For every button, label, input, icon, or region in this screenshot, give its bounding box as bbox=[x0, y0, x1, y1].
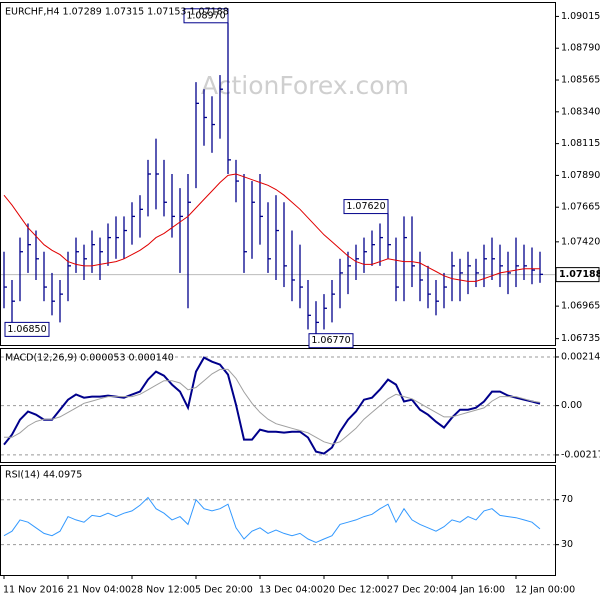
moving-average bbox=[3, 173, 540, 282]
x-tick-label: 11 Nov 2016 bbox=[3, 585, 64, 596]
pane-title: EURCHF,H4 1.07289 1.07315 1.07153 1.0718… bbox=[5, 7, 229, 18]
y-tick-label: 30 bbox=[561, 539, 573, 550]
annotation-box bbox=[343, 199, 389, 215]
series-line bbox=[3, 496, 541, 543]
y-tick-label: 1.06735 bbox=[561, 333, 600, 344]
y-tick-label: -0.002178 bbox=[561, 449, 600, 460]
x-tick-label: 21 Nov 04:00 bbox=[67, 585, 131, 596]
x-tick-label: 5 Dec 20:00 bbox=[195, 585, 253, 596]
x-tick-label: 13 Dec 04:00 bbox=[259, 585, 323, 596]
y-tick-label: 70 bbox=[561, 494, 573, 505]
last-price-label: 1.07188 bbox=[559, 269, 600, 280]
y-tick-label: 1.08790 bbox=[561, 43, 600, 54]
annotation-label: 1.08970 bbox=[186, 10, 225, 21]
series-line bbox=[4, 368, 541, 445]
annotation-box bbox=[183, 8, 229, 24]
x-tick-label: 20 Dec 12:00 bbox=[323, 585, 387, 596]
x-tick-label: 12 Jan 00:00 bbox=[515, 585, 575, 596]
pane-title: RSI(14) 44.0975 bbox=[5, 470, 82, 481]
y-tick-label: 1.07890 bbox=[561, 170, 600, 181]
annotation-box bbox=[4, 321, 50, 337]
annotation-label: 1.07620 bbox=[346, 201, 385, 212]
watermark: ActionForex.com bbox=[201, 71, 409, 100]
pane-frame bbox=[0, 2, 556, 346]
y-tick-label: 1.08340 bbox=[561, 106, 600, 117]
annotation-label: 1.06770 bbox=[311, 335, 350, 346]
annotation-label: 1.06850 bbox=[7, 324, 46, 335]
y-tick-label: 1.08565 bbox=[561, 75, 600, 86]
x-tick-label: 27 Dec 20:00 bbox=[387, 585, 451, 596]
y-tick-label: 0.002148 bbox=[561, 351, 600, 362]
pane-frame bbox=[0, 465, 556, 576]
y-tick-label: 1.06965 bbox=[561, 301, 600, 312]
series-line bbox=[3, 356, 541, 455]
y-tick-label: 1.09015 bbox=[561, 11, 600, 22]
y-tick-label: 1.08115 bbox=[561, 138, 600, 149]
annotation-box bbox=[308, 333, 354, 349]
y-tick-label: 1.07420 bbox=[561, 236, 600, 247]
x-tick-label: 28 Nov 12:00 bbox=[131, 585, 195, 596]
y-tick-label: 1.07665 bbox=[561, 202, 600, 213]
x-tick-label: 4 Jan 16:00 bbox=[451, 585, 505, 596]
pane-title: MACD(12,26,9) 0.000053 0.000140 bbox=[5, 353, 174, 364]
last-price-box bbox=[555, 267, 600, 283]
y-tick-label: 0.00 bbox=[561, 400, 582, 411]
